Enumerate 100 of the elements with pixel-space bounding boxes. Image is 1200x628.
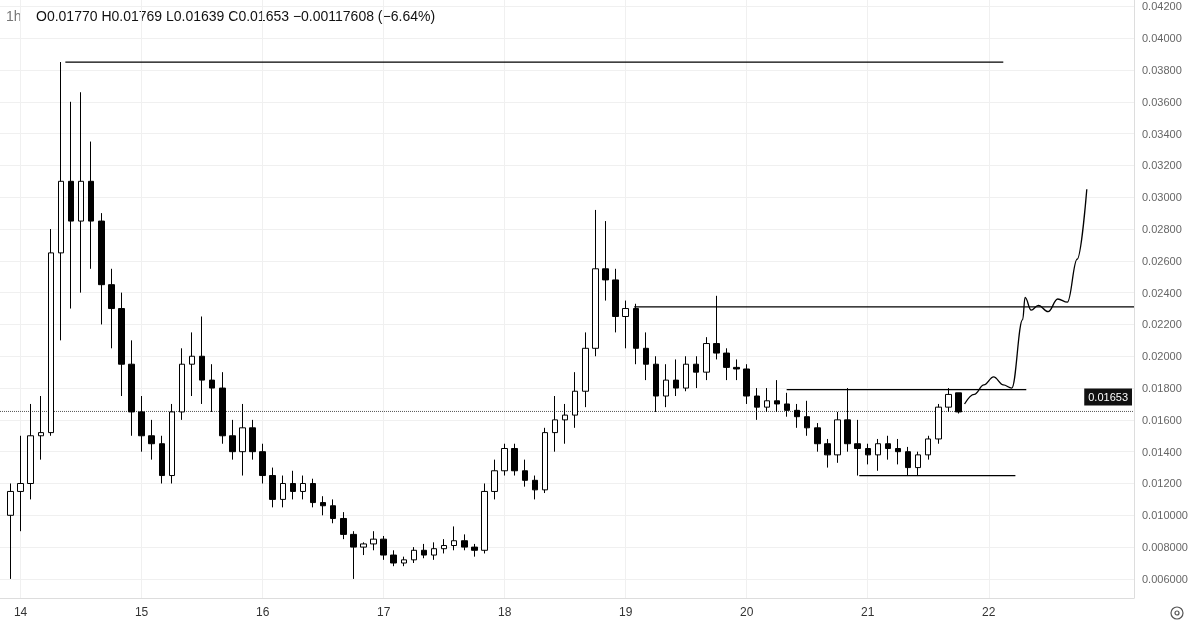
candlestick (784, 392, 790, 418)
candlestick (7, 482, 14, 580)
candlestick (179, 347, 185, 421)
candlestick (764, 387, 770, 413)
candlestick (653, 355, 659, 413)
candlestick (522, 459, 528, 488)
candlestick (511, 443, 518, 477)
candlestick (411, 546, 417, 564)
candlestick (804, 400, 810, 437)
candlestick (330, 498, 336, 524)
candlestick (693, 355, 699, 389)
candlestick (754, 387, 760, 421)
y-tick-label: 0.02400 (1142, 286, 1182, 299)
candlestick (552, 395, 558, 453)
candlestick (370, 530, 377, 551)
candlestick (723, 347, 730, 381)
y-tick-label: 0.01600 (1142, 413, 1182, 426)
candlestick (703, 336, 710, 381)
candlestick (925, 435, 931, 461)
candlestick (108, 268, 115, 349)
candlestick (38, 395, 44, 461)
y-tick-label: 0.04200 (1142, 0, 1182, 13)
candlestick (78, 91, 84, 294)
candlestick (199, 315, 205, 405)
candlestick (148, 419, 155, 461)
candlestick (320, 495, 326, 516)
candlestick (159, 435, 165, 484)
candlestick (421, 543, 427, 559)
candlestick (239, 403, 246, 477)
y-tick-label: 0.03600 (1142, 95, 1182, 108)
candlestick (865, 443, 871, 465)
candlestick (68, 101, 74, 310)
y-tick-label: 0.03200 (1142, 159, 1182, 172)
candlestick (794, 403, 800, 429)
candlestick (350, 530, 357, 580)
candlestick (17, 435, 24, 532)
candlestick (673, 358, 679, 397)
x-tick-label: 16 (255, 605, 270, 619)
candlestick (622, 300, 629, 349)
candlestick (683, 355, 689, 392)
candlestick (280, 475, 286, 508)
y-tick-label: 0.02600 (1142, 254, 1182, 267)
y-tick-label: 0.03000 (1142, 191, 1182, 204)
candlestick (390, 549, 397, 567)
x-tick-label: 15 (134, 605, 149, 619)
candlestick (27, 403, 34, 500)
y-tick-label: 0.04000 (1142, 32, 1182, 45)
candlestick (834, 411, 841, 464)
candlestick (249, 419, 256, 461)
candlestick (290, 470, 296, 500)
candlestick (875, 438, 881, 472)
y-tick-label: 0.02000 (1142, 350, 1182, 363)
candlestick (229, 419, 236, 461)
x-tick-label: 17 (376, 605, 391, 619)
y-tick-label: 0.03800 (1142, 63, 1182, 76)
candlestick (643, 331, 649, 381)
candlestick (491, 459, 498, 500)
candlestick (602, 220, 609, 302)
ref-line-label: 0.01653 (1088, 390, 1128, 403)
candlestick (935, 403, 942, 445)
candlestick (895, 438, 901, 465)
candlestick (592, 209, 599, 357)
y-tick-label: 0.01800 (1142, 382, 1182, 395)
candlestick (441, 538, 447, 554)
candlestick (401, 556, 407, 567)
candlestick (58, 61, 64, 341)
candlestick (743, 363, 750, 405)
candlestick (219, 371, 226, 445)
candlestick (461, 533, 468, 551)
candlestick (955, 392, 962, 415)
candlestick (885, 435, 891, 461)
candlestick (471, 543, 478, 558)
candlestick (88, 141, 94, 270)
x-tick-label: 20 (740, 605, 754, 619)
y-tick-label: 0.01400 (1142, 445, 1182, 458)
candlestick (431, 541, 437, 561)
x-tick-label: 14 (13, 605, 28, 619)
candlestick (169, 403, 175, 484)
candlestick (128, 339, 135, 437)
candlestick (542, 427, 548, 494)
candlestick (774, 379, 780, 413)
candlestick (340, 511, 347, 540)
candlestick (189, 331, 195, 397)
candlestick (300, 475, 306, 500)
candlestick (582, 331, 589, 408)
candlestick (824, 438, 831, 469)
candlestick (98, 212, 105, 325)
x-tick-label: 19 (619, 605, 633, 619)
y-tick-label: 0.010000 (1142, 509, 1188, 522)
x-tick-label: 18 (497, 605, 512, 619)
y-tick-label: 0.02800 (1142, 223, 1182, 236)
candlestick (209, 363, 215, 413)
y-tick-label: 0.006000 (1142, 572, 1188, 585)
y-tick-label: 0.02200 (1142, 318, 1182, 331)
candlestick (310, 478, 316, 508)
x-tick-label: 21 (861, 605, 875, 619)
candlestick (138, 395, 145, 453)
y-tick-label: 0.01200 (1142, 477, 1182, 490)
y-tick-label: 0.03400 (1142, 127, 1182, 140)
candlestick (562, 403, 568, 445)
